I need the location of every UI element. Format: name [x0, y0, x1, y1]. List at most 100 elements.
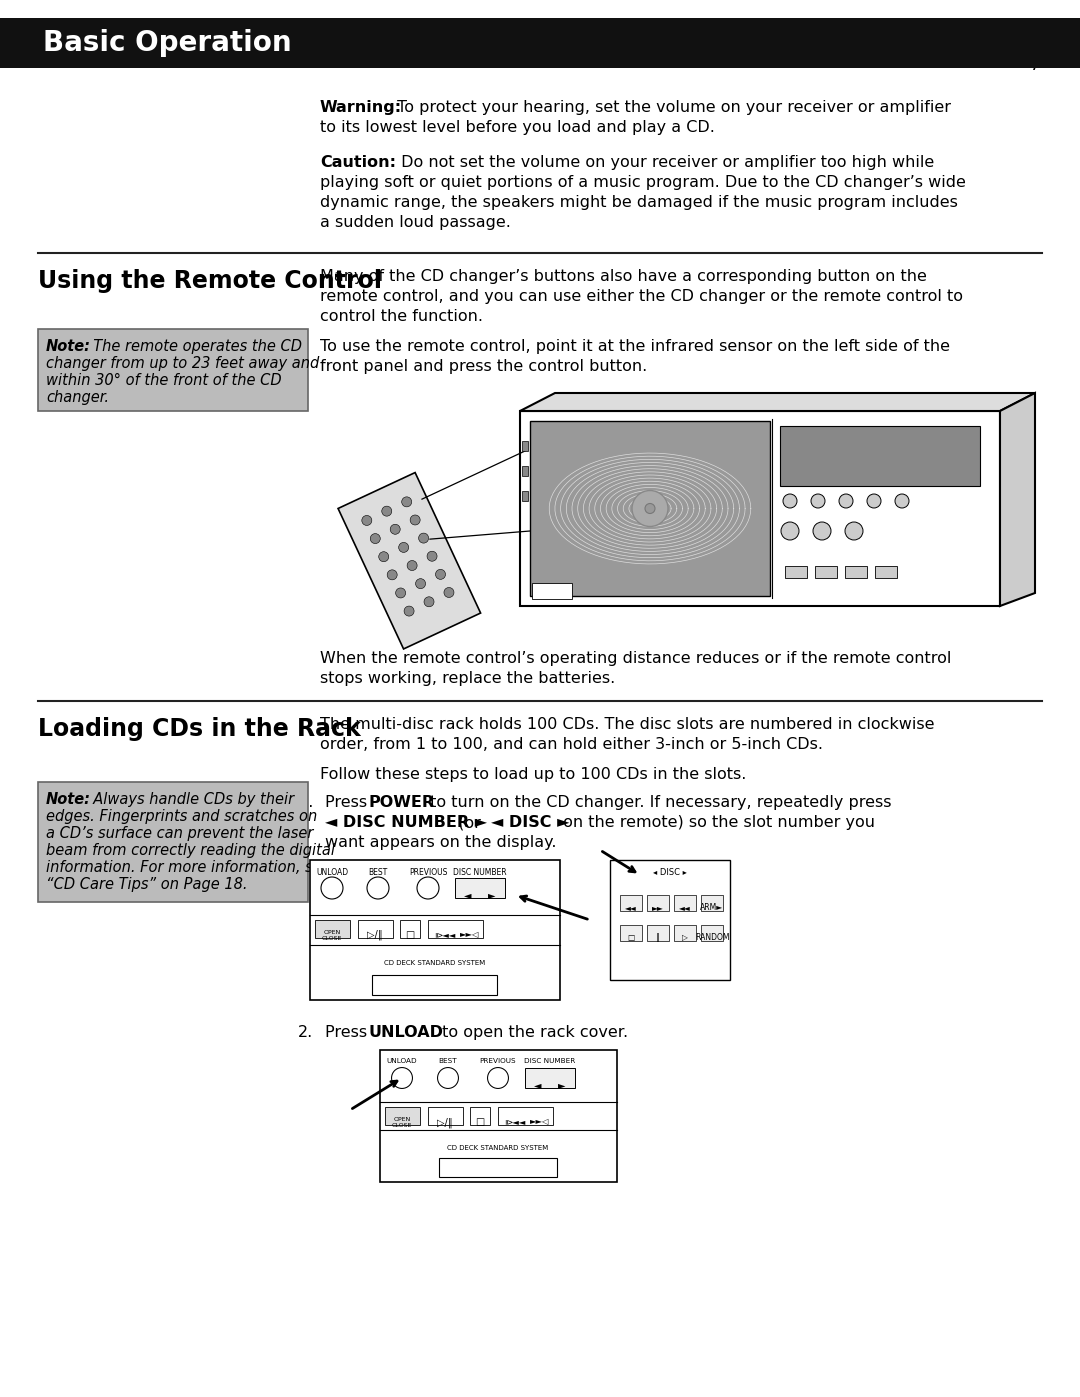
Circle shape	[367, 877, 389, 900]
Circle shape	[867, 495, 881, 509]
Bar	[357, 921, 393, 937]
Polygon shape	[338, 472, 481, 650]
Circle shape	[370, 534, 380, 543]
Text: Basic Operation: Basic Operation	[43, 29, 292, 57]
Bar	[674, 925, 696, 942]
Text: UNLOAD: UNLOAD	[387, 1058, 417, 1065]
Bar	[875, 566, 897, 578]
Circle shape	[410, 515, 420, 525]
Text: 2.: 2.	[298, 1025, 313, 1039]
Circle shape	[783, 495, 797, 509]
Text: Press: Press	[325, 1025, 373, 1039]
Text: PREVIOUS: PREVIOUS	[480, 1058, 516, 1065]
Bar	[384, 1106, 420, 1125]
Bar	[522, 490, 528, 502]
Text: a sudden loud passage.: a sudden loud passage.	[320, 215, 511, 231]
Text: ▷: ▷	[683, 933, 688, 942]
Text: BEST: BEST	[438, 1058, 457, 1065]
Polygon shape	[519, 393, 1035, 411]
Text: on the remote) so the slot number you: on the remote) so the slot number you	[558, 814, 875, 830]
Text: ◄◄: ◄◄	[679, 902, 691, 912]
Text: CD DECK STANDARD SYSTEM: CD DECK STANDARD SYSTEM	[384, 960, 486, 965]
Polygon shape	[519, 411, 1000, 606]
Bar	[780, 426, 980, 486]
Text: Press: Press	[325, 795, 373, 810]
Bar	[785, 566, 807, 578]
Circle shape	[487, 1067, 509, 1088]
Circle shape	[444, 588, 454, 598]
Text: playing soft or quiet portions of a music program. Due to the CD changer’s wide: playing soft or quiet portions of a musi…	[320, 175, 966, 190]
Text: Note:: Note:	[46, 339, 91, 353]
Bar	[532, 583, 572, 599]
Text: Follow these steps to load up to 100 CDs in the slots.: Follow these steps to load up to 100 CDs…	[320, 767, 746, 782]
Text: 7: 7	[1029, 56, 1040, 74]
Circle shape	[404, 606, 414, 616]
Text: ◄ DISC ►: ◄ DISC ►	[491, 814, 569, 830]
Bar	[674, 895, 696, 911]
Text: (or: (or	[453, 814, 486, 830]
Circle shape	[321, 877, 343, 900]
Text: ‖: ‖	[656, 933, 660, 942]
Bar	[38, 330, 308, 411]
Circle shape	[895, 495, 909, 509]
Text: ◄: ◄	[535, 1080, 542, 1090]
Text: Many of the CD changer’s buttons also have a corresponding button on the: Many of the CD changer’s buttons also ha…	[320, 270, 927, 284]
Bar	[620, 895, 642, 911]
Circle shape	[839, 495, 853, 509]
Circle shape	[390, 524, 401, 534]
Bar	[372, 975, 497, 995]
Bar	[310, 861, 561, 1000]
Text: to open the rack cover.: to open the rack cover.	[437, 1025, 629, 1039]
Circle shape	[417, 877, 438, 900]
Bar	[400, 921, 420, 937]
Text: Warning:: Warning:	[320, 101, 402, 115]
Text: ◂ DISC ▸: ◂ DISC ▸	[653, 868, 687, 877]
Circle shape	[424, 597, 434, 606]
Circle shape	[379, 552, 389, 562]
Bar	[470, 1106, 490, 1125]
Text: 1.: 1.	[298, 795, 313, 810]
Circle shape	[381, 506, 392, 515]
Text: UNLOAD: UNLOAD	[316, 868, 348, 877]
Text: ►►◁: ►►◁	[530, 1118, 550, 1126]
Text: PREVIOUS: PREVIOUS	[409, 868, 447, 877]
Bar	[522, 441, 528, 451]
Bar	[610, 861, 730, 981]
Text: Do not set the volume on your receiver or amplifier too high while: Do not set the volume on your receiver o…	[396, 155, 934, 170]
Circle shape	[645, 503, 654, 514]
Text: edges. Fingerprints and scratches on: edges. Fingerprints and scratches on	[46, 809, 318, 824]
Bar	[620, 925, 642, 942]
Circle shape	[399, 542, 408, 552]
Text: dynamic range, the speakers might be damaged if the music program includes: dynamic range, the speakers might be dam…	[320, 196, 958, 210]
Text: beam from correctly reading the digital: beam from correctly reading the digital	[46, 842, 335, 858]
Text: To protect your hearing, set the volume on your receiver or amplifier: To protect your hearing, set the volume …	[392, 101, 951, 115]
Text: Note:: Note:	[46, 792, 91, 807]
Text: ⧐◄◄: ⧐◄◄	[504, 1118, 526, 1126]
Text: UNLOAD: UNLOAD	[368, 1025, 443, 1039]
Bar	[498, 1106, 553, 1125]
Text: changer.: changer.	[46, 390, 109, 405]
Text: RANDOM: RANDOM	[694, 933, 729, 942]
Circle shape	[407, 560, 417, 570]
Circle shape	[402, 497, 411, 507]
Text: “CD Care Tips” on Page 18.: “CD Care Tips” on Page 18.	[46, 877, 247, 893]
Text: ◄: ◄	[464, 890, 472, 900]
Circle shape	[416, 578, 426, 588]
Text: ◄ DISC NUMBER ►: ◄ DISC NUMBER ►	[325, 814, 487, 830]
Text: ARM►: ARM►	[701, 902, 724, 912]
Text: ►: ►	[558, 1080, 566, 1090]
Text: information. For more information, see: information. For more information, see	[46, 861, 330, 875]
Text: Using the Remote Control: Using the Remote Control	[38, 270, 382, 293]
Circle shape	[811, 495, 825, 509]
Bar	[438, 1158, 557, 1178]
Bar	[38, 782, 308, 902]
Text: Always handle CDs by their: Always handle CDs by their	[84, 792, 294, 807]
Text: front panel and press the control button.: front panel and press the control button…	[320, 359, 647, 374]
Bar	[530, 420, 770, 597]
Polygon shape	[1000, 393, 1035, 606]
Text: ▷/‖: ▷/‖	[437, 1118, 453, 1127]
Text: ►: ►	[488, 890, 496, 900]
Text: OPEN
CLOSE: OPEN CLOSE	[322, 930, 342, 940]
Text: within 30° of the front of the CD: within 30° of the front of the CD	[46, 373, 282, 388]
Circle shape	[813, 522, 831, 541]
